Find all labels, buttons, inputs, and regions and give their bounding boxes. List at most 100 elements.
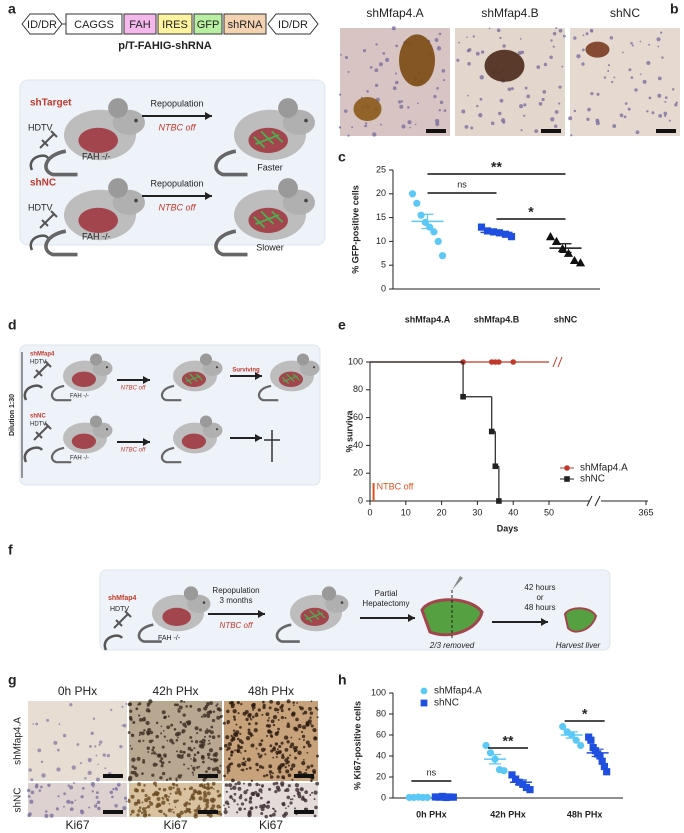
nucleus <box>130 809 135 814</box>
nucleus <box>281 755 285 760</box>
nucleus <box>272 756 275 759</box>
nucleus <box>307 719 312 724</box>
nucleus <box>510 87 514 91</box>
nucleus <box>344 55 349 60</box>
nucleus <box>157 792 160 794</box>
nucleus <box>267 801 271 804</box>
nucleus <box>204 729 209 734</box>
nucleus <box>526 94 530 99</box>
row-label: shMfap4.A <box>13 717 24 765</box>
nucleus <box>520 129 523 132</box>
nucleus <box>306 765 311 769</box>
nucleus <box>401 124 406 129</box>
nucleus <box>69 703 73 707</box>
x-tick-label: 10 <box>401 507 411 517</box>
scalpel-icon <box>452 576 463 590</box>
nucleus <box>338 126 342 129</box>
y-tick-label: 20 <box>376 188 386 198</box>
nucleus <box>185 720 189 724</box>
nucleus <box>293 704 295 707</box>
legend-marker <box>564 476 570 482</box>
nucleus <box>94 745 97 748</box>
nucleus <box>183 787 186 791</box>
nucleus <box>291 763 296 768</box>
nucleus <box>202 778 206 782</box>
nucleus <box>125 800 128 803</box>
nucleus <box>269 744 273 748</box>
genotype-label: FAH -/- <box>70 394 89 400</box>
nucleus <box>208 735 212 738</box>
nucleus <box>152 746 156 749</box>
nucleus <box>162 812 166 816</box>
y-tick-label: 0 <box>358 495 363 505</box>
nucleus <box>189 736 193 740</box>
y-axis-label: % surviva <box>344 409 354 452</box>
nucleus <box>287 773 292 778</box>
nucleus <box>268 717 270 719</box>
nucleus <box>314 706 318 710</box>
nucleus <box>121 724 123 727</box>
nucleus <box>284 789 287 792</box>
nucleus <box>204 790 207 793</box>
data-point <box>598 757 606 765</box>
nucleus <box>639 40 642 43</box>
panel-label: g <box>8 672 17 688</box>
nucleus <box>233 732 238 737</box>
repopulated-cells <box>253 210 284 229</box>
nucleus <box>277 719 280 721</box>
tube-icon <box>23 446 44 463</box>
nucleus <box>244 798 248 802</box>
nucleus <box>203 783 206 786</box>
nucleus <box>479 97 483 101</box>
nucleus <box>286 699 291 704</box>
panel-label: e <box>338 317 346 333</box>
nucleus <box>286 760 290 764</box>
nucleus <box>122 723 127 728</box>
nucleus <box>232 709 237 714</box>
nucleus <box>63 805 65 808</box>
syringe-icon <box>33 422 52 441</box>
nucleus <box>237 786 242 791</box>
nucleus <box>145 708 151 713</box>
schema-box <box>19 344 321 486</box>
mouse-icon <box>50 353 113 402</box>
nucleus <box>172 786 175 789</box>
nucleus <box>298 738 301 740</box>
nucleus <box>310 700 313 703</box>
nucleus <box>541 97 545 102</box>
nucleus <box>658 113 663 118</box>
nucleus <box>208 742 211 745</box>
nucleus <box>190 764 193 767</box>
nucleus <box>639 73 642 76</box>
mouse-tail <box>137 623 162 643</box>
nucleus <box>176 787 181 792</box>
nucleus <box>55 807 59 811</box>
nucleus <box>630 76 634 79</box>
panel-label: f <box>8 542 13 558</box>
nucleus <box>151 748 155 752</box>
error-bar <box>490 230 503 235</box>
nucleus <box>296 791 301 796</box>
nucleus <box>207 756 210 760</box>
nucleus <box>111 795 114 799</box>
nucleus <box>58 723 61 726</box>
panel-label: d <box>8 317 17 333</box>
nucleus <box>554 110 559 114</box>
x-tick-label: 50 <box>544 507 554 517</box>
nucleus <box>127 777 132 782</box>
nucleus <box>226 709 230 714</box>
nucleus <box>230 762 234 766</box>
nucleus <box>152 762 157 767</box>
nucleus <box>242 757 246 761</box>
nucleus <box>467 61 471 66</box>
legend-label: shNC <box>434 698 459 709</box>
nucleus <box>286 795 291 800</box>
nucleus <box>177 736 179 739</box>
nucleus <box>292 746 297 750</box>
scale-bar <box>294 810 314 814</box>
nucleus <box>186 720 192 725</box>
time-label: or <box>536 593 543 602</box>
scale-bar <box>426 129 446 133</box>
y-tick-label: 20 <box>376 771 386 781</box>
x-tick-label: shMfap4.B <box>474 314 520 324</box>
